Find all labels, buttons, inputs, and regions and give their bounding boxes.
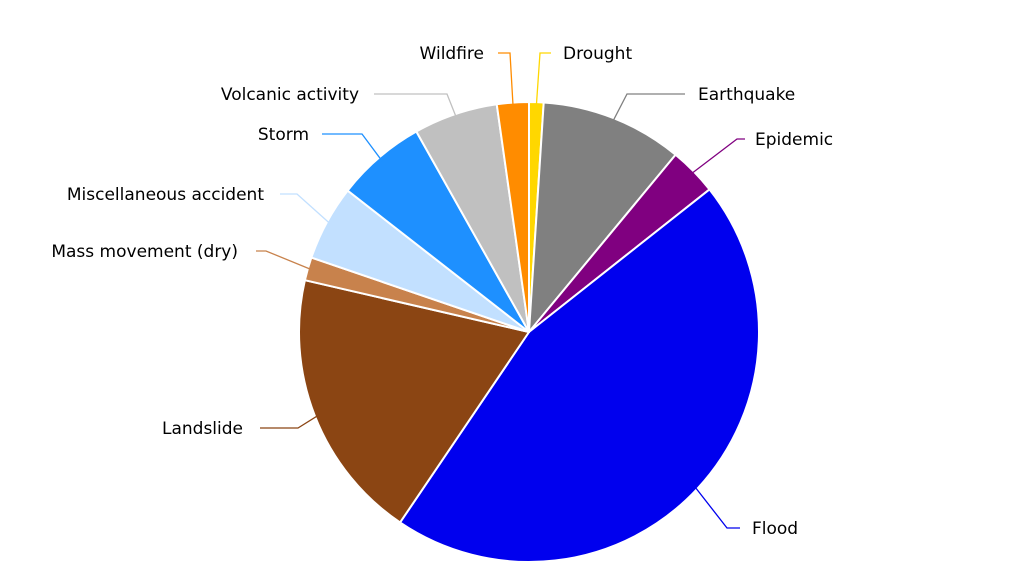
leader-mass-movement-dry xyxy=(256,250,314,272)
leader-storm xyxy=(322,133,384,163)
leaders-layer xyxy=(256,52,745,529)
leader-drought xyxy=(535,52,551,109)
label-epidemic: Epidemic xyxy=(755,130,833,150)
leader-flood xyxy=(692,484,740,529)
leader-landslide xyxy=(260,413,321,429)
leader-miscellaneous-accident xyxy=(280,193,333,226)
label-flood: Flood xyxy=(752,519,798,539)
leader-volcanic-activity xyxy=(374,93,458,121)
label-volcanic-activity: Volcanic activity xyxy=(221,85,359,105)
label-wildfire: Wildfire xyxy=(420,44,484,64)
leader-wildfire xyxy=(498,52,514,109)
label-miscellaneous-accident: Miscellaneous accident xyxy=(67,185,264,205)
leader-earthquake xyxy=(611,93,685,125)
slice-flood xyxy=(399,188,760,564)
slice-landslide xyxy=(298,279,530,524)
label-drought: Drought xyxy=(563,44,632,64)
leader-epidemic xyxy=(688,138,745,176)
label-mass-movement-dry: Mass movement (dry) xyxy=(51,242,238,262)
label-landslide: Landslide xyxy=(162,419,243,439)
slices-layer xyxy=(298,100,760,564)
labels-layer: Drought Earthquake Epidemic Flood Landslide M… xyxy=(51,44,833,539)
label-storm: Storm xyxy=(258,125,309,145)
label-earthquake: Earthquake xyxy=(698,85,795,105)
